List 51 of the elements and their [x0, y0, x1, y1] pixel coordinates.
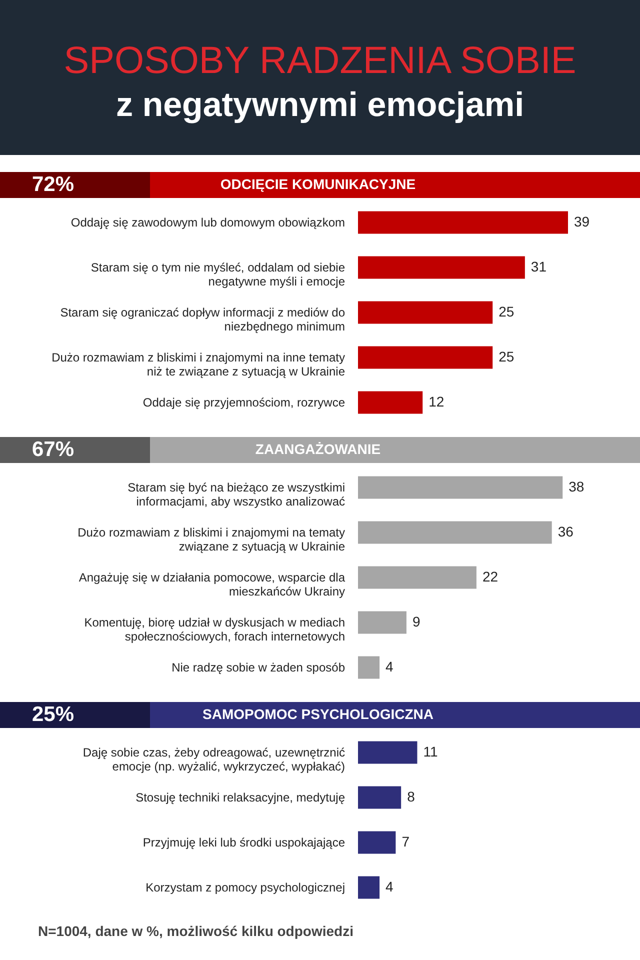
bar [358, 476, 563, 499]
bar [358, 301, 493, 324]
data-label: 9 [412, 614, 420, 630]
chart-title: SAMOPOMOC PSYCHOLOGICZNA [202, 706, 434, 722]
bar [358, 611, 406, 634]
bar [358, 876, 380, 899]
text: N=1004, dane w %, możliwość kilku odpowiedzi [38, 923, 354, 939]
data-label: 22 [482, 568, 498, 584]
text: 25% [32, 703, 74, 726]
text: z negatywnymi emocjami [116, 86, 524, 124]
y-tick-label: Staram się być na bieżąco ze wszystkimi informacjami, aby wszystko analizować [128, 480, 345, 508]
bar [358, 256, 525, 279]
bar [358, 786, 402, 809]
bar [358, 346, 493, 369]
text: 67% [32, 438, 74, 461]
y-tick-label: Dużo rozmawiam z bliskimi i znajomymi na tematy związane z sytuacją w Ukrainie [78, 526, 346, 554]
data-label: 31 [530, 258, 547, 274]
bar [358, 566, 476, 589]
data-label: 25 [498, 348, 514, 364]
data-label: 7 [402, 834, 410, 850]
y-tick-label: Daję sobie czas, żeby odreagować, uzewnętrznić emocje (np. wyżalić, wykrzyczeć, wypłakać) [82, 746, 345, 774]
y-tick-label: Staram się o tym nie myśleć, oddalam od siebie negatywne myśli i emocje [90, 260, 346, 288]
bar [358, 211, 568, 234]
data-label: 36 [558, 524, 574, 540]
y-tick-label: Dużo rozmawiam z bliskimi i znajomymi na inne tematy niż te związane z sytuacją w Ukrainie [52, 350, 346, 378]
data-label: 8 [407, 788, 416, 804]
data-label: 25 [498, 304, 514, 320]
y-tick-label: Komentuję, biorę udział w dyskusjach w mediach społecznościowych, forach internetowych [84, 616, 345, 644]
bar [358, 521, 552, 544]
y-tick-label: Angażuję się w działania pomocowe, wsparcie dla mieszkańców Ukrainy [78, 570, 346, 598]
y-tick-label: Oddaję się zawodowym lub domowym obowiązkom [70, 216, 345, 230]
data-label: 12 [428, 394, 444, 410]
y-tick-label: Stosuję techniki relaksacyjne, medytuję [136, 790, 346, 804]
chart-title: ZAANGAŻOWANIE [255, 441, 381, 457]
bar [358, 831, 396, 854]
y-tick-label: Staram się ograniczać dopływ informacji z mediów do niezbędnego minimum [60, 306, 346, 334]
bar [358, 391, 423, 414]
text: 72% [32, 173, 74, 196]
data-label: 4 [386, 658, 394, 674]
text: SPOSOBY RADZENIA SOBIE [64, 40, 576, 82]
data-label: 11 [423, 744, 438, 760]
chart-title: ODCIĘCIE KOMUNIKACYJNE [220, 176, 416, 192]
y-tick-label: Nie radzę sobie w żaden sposób [172, 660, 346, 674]
bar [358, 741, 418, 764]
y-tick-label: Przyjmuję leki lub środki uspokajające [142, 836, 346, 850]
data-label: 38 [568, 478, 584, 494]
bar [358, 656, 380, 679]
y-tick-label: Korzystam z pomocy psychologicznej [146, 880, 345, 894]
data-label: 4 [386, 878, 394, 894]
y-tick-label: Oddaje się przyjemnościom, rozrywce [142, 396, 346, 410]
data-label: 39 [574, 214, 590, 230]
